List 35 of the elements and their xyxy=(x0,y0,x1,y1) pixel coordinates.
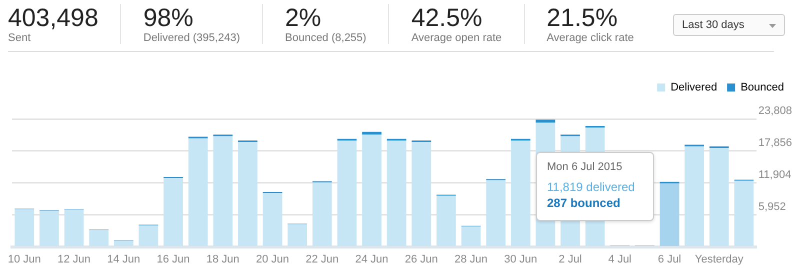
text: 98% xyxy=(143,4,194,32)
x-tick-label: 28 Jun xyxy=(454,253,488,266)
annotation: 287 bounced xyxy=(547,196,622,210)
x-tick-label: 16 Jun xyxy=(156,253,190,266)
x-tick-label: 20 Jun xyxy=(256,253,290,266)
x-tick-label: 22 Jun xyxy=(306,253,339,266)
x-tick-label: 30 Jun xyxy=(504,253,538,266)
x-tick-label: 4 Jul xyxy=(608,253,632,266)
x-tick-label: 2 Jul xyxy=(558,253,582,266)
text: Last 30 days xyxy=(673,14,785,36)
y-tick-label: 17,856 xyxy=(758,136,792,149)
legend-label: Delivered xyxy=(670,82,718,94)
legend-label: Bounced xyxy=(740,82,784,94)
text: 21.5% xyxy=(546,4,619,32)
text: Sent xyxy=(8,32,32,44)
y-tick-label: 23,808 xyxy=(758,105,792,118)
text: Average open rate xyxy=(411,32,502,44)
text: 42.5% xyxy=(411,4,484,32)
x-tick-label: 6 Jul xyxy=(658,253,682,266)
text: Delivered (395,243) xyxy=(143,32,240,44)
annotation: Mon 6 Jul 2015 xyxy=(547,161,624,173)
x-tick-label: 12 Jun xyxy=(58,253,91,266)
y-tick-label: 11,904 xyxy=(758,168,792,181)
x-tick-label: 14 Jun xyxy=(107,253,140,266)
x-tick-label: 26 Jun xyxy=(404,253,438,266)
text: Bounced (8,255) xyxy=(285,32,366,44)
x-tick-label: 10 Jun xyxy=(8,253,41,266)
text: 403,498 xyxy=(8,4,98,32)
text: 2% xyxy=(285,4,322,32)
x-tick-label: 18 Jun xyxy=(206,253,240,266)
x-tick-label: 24 Jun xyxy=(355,253,388,266)
text: Average click rate xyxy=(546,32,634,44)
x-tick-label: Yesterday xyxy=(694,253,744,266)
annotation: 11,819 delivered xyxy=(547,180,636,194)
y-tick-label: 5,952 xyxy=(758,200,786,213)
